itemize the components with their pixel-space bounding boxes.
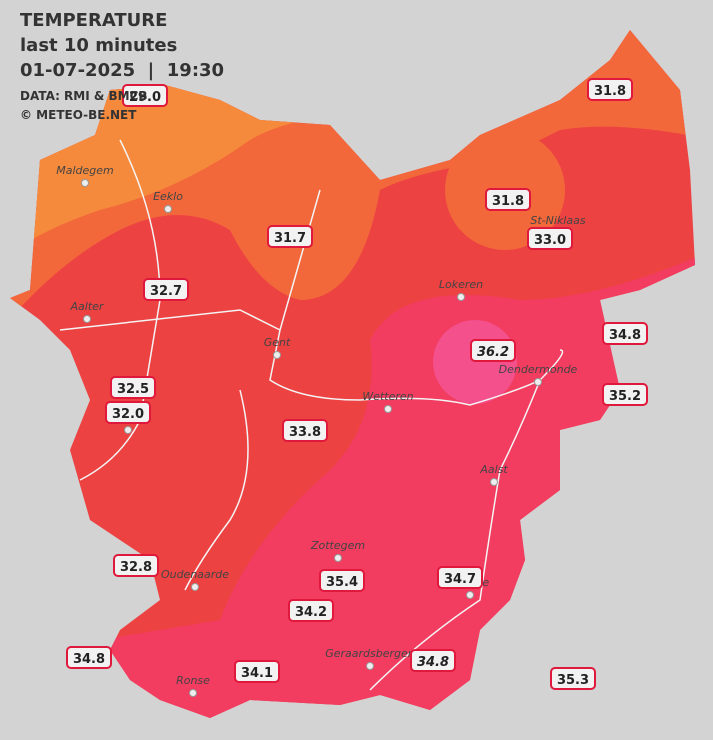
station-value: 29.0 bbox=[129, 90, 161, 105]
station-box bbox=[122, 84, 168, 107]
city-dot bbox=[164, 205, 172, 213]
station-value: 31.8 bbox=[492, 194, 524, 209]
city-label: Maldegem bbox=[56, 164, 114, 177]
station-value: 35.3 bbox=[557, 673, 589, 688]
city-dot bbox=[273, 351, 281, 359]
station-box bbox=[234, 660, 280, 683]
city-dot bbox=[366, 662, 374, 670]
city-dot bbox=[334, 554, 342, 562]
city-label: Oudenaarde bbox=[161, 568, 229, 581]
station-box bbox=[113, 554, 159, 577]
city-dot bbox=[83, 315, 91, 323]
station-value: 34.8 bbox=[609, 328, 641, 343]
station-box bbox=[470, 339, 516, 362]
station-value: 35.2 bbox=[609, 389, 641, 404]
station-value: 31.8 bbox=[594, 84, 626, 99]
city-dot bbox=[191, 583, 199, 591]
station-value: 34.8 bbox=[73, 652, 105, 667]
station-box bbox=[288, 599, 334, 622]
station-box bbox=[587, 78, 633, 101]
city-label: Lokeren bbox=[439, 278, 483, 291]
station-box bbox=[410, 649, 456, 672]
station-value: 32.5 bbox=[117, 382, 149, 397]
station-box bbox=[550, 667, 596, 690]
station-box bbox=[527, 227, 573, 250]
city-dot bbox=[189, 689, 197, 697]
station-box bbox=[143, 278, 189, 301]
city-label: Gent bbox=[264, 336, 291, 349]
city-dot bbox=[466, 591, 474, 599]
station-value: 34.8 bbox=[417, 655, 449, 670]
station-box bbox=[110, 376, 156, 399]
station-value: 34.2 bbox=[295, 605, 327, 620]
station-value: 32.8 bbox=[120, 560, 152, 575]
city-label: Eeklo bbox=[153, 190, 183, 203]
station-value: 36.2 bbox=[477, 345, 509, 360]
station-box bbox=[437, 566, 483, 589]
station-box bbox=[319, 569, 365, 592]
city-dot bbox=[81, 179, 89, 187]
station-box bbox=[105, 401, 151, 424]
city-dot bbox=[384, 405, 392, 413]
station-value: 31.7 bbox=[274, 231, 306, 246]
city-label: Wetteren bbox=[362, 390, 413, 403]
datetime: 01-07-2025 | 19:30 bbox=[20, 60, 224, 81]
roads bbox=[59, 139, 564, 691]
source: DATA: RMI & BMCB bbox=[20, 89, 148, 103]
city-label: Aalst bbox=[479, 463, 508, 476]
station-box bbox=[485, 188, 531, 211]
station-value: 34.1 bbox=[241, 666, 273, 681]
title: TEMPERATURE bbox=[20, 10, 167, 31]
city-label: Dendermonde bbox=[499, 363, 578, 376]
station-box bbox=[602, 383, 648, 406]
city-dot bbox=[534, 378, 542, 386]
station-value: 33.8 bbox=[289, 425, 321, 440]
city-label: Geraardsbergen bbox=[325, 647, 415, 660]
station-value: 32.0 bbox=[112, 407, 144, 422]
station-value: 35.4 bbox=[326, 575, 358, 590]
city-label: Zottegem bbox=[310, 539, 365, 552]
city-label: Ronse bbox=[176, 674, 210, 687]
city-dot bbox=[457, 293, 465, 301]
station-value: 33.0 bbox=[534, 233, 566, 248]
subtitle: last 10 minutes bbox=[20, 35, 177, 56]
station-value: 34.7 bbox=[444, 572, 476, 587]
station-box bbox=[267, 225, 313, 248]
station-box bbox=[282, 419, 328, 442]
station-box bbox=[66, 646, 112, 669]
credit: © METEO-BE.NET bbox=[20, 108, 137, 122]
station-box bbox=[602, 322, 648, 345]
city-dot bbox=[124, 426, 132, 434]
city-dot bbox=[490, 478, 498, 486]
station-value: 32.7 bbox=[150, 284, 182, 299]
city-label: St-Niklaas bbox=[530, 214, 585, 227]
city-label: Aalter bbox=[70, 300, 105, 313]
